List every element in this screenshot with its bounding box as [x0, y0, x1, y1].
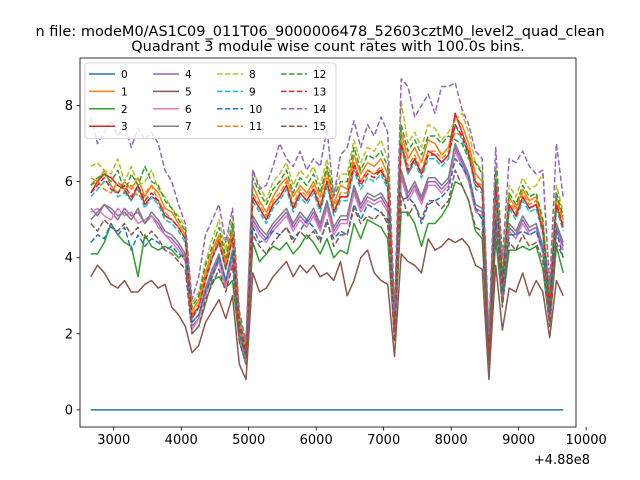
series-line-9 — [90, 123, 564, 354]
x-tick-label-3000: 3000 — [97, 433, 130, 448]
x-tick-label-4000: 4000 — [165, 433, 198, 448]
legend-label-3: 3 — [121, 121, 128, 133]
legend-label-13: 13 — [313, 86, 326, 98]
x-tick-label-8000: 8000 — [435, 433, 468, 448]
legend-label-0: 0 — [121, 69, 128, 81]
legend-label-12: 12 — [313, 69, 326, 81]
legend-label-4: 4 — [185, 69, 192, 81]
y-tick-label-8: 8 — [65, 99, 73, 114]
x-tick-label-6000: 6000 — [300, 433, 333, 448]
legend-label-8: 8 — [249, 69, 256, 81]
legend-label-11: 11 — [249, 121, 262, 133]
legend-label-5: 5 — [185, 86, 192, 98]
x-tick-label-5000: 5000 — [232, 433, 265, 448]
legend-label-1: 1 — [121, 86, 128, 98]
legend-label-2: 2 — [121, 104, 128, 116]
axes-frame — [79, 57, 577, 428]
series-line-13 — [90, 123, 564, 354]
legend-label-15: 15 — [313, 121, 326, 133]
legend-label-9: 9 — [249, 86, 256, 98]
figure-suptitle: n file: modeM0/AS1C09_011T06_9000006478_… — [35, 24, 604, 40]
series-line-5 — [90, 237, 564, 381]
x-tick-label-9000: 9000 — [502, 433, 535, 448]
series-line-14 — [90, 78, 564, 343]
x-offset-label: +4.88e8 — [534, 453, 590, 468]
legend-label-6: 6 — [185, 104, 192, 116]
series-layer — [90, 78, 564, 411]
chart-title: Quadrant 3 module wise count rates with … — [131, 39, 525, 55]
y-tick-label-4: 4 — [65, 251, 73, 266]
legend-label-10: 10 — [249, 104, 262, 116]
legend-label-14: 14 — [313, 104, 327, 116]
y-tick-label-6: 6 — [65, 175, 73, 190]
x-tick-label-7000: 7000 — [367, 433, 400, 448]
axes-layer: 3000 4000 5000 6000 7000 8000 9000 10000 0 2 4 6 8 +4… — [65, 57, 607, 468]
legend-label-7: 7 — [185, 121, 192, 133]
y-tick-label-2: 2 — [65, 327, 73, 342]
x-tick-label-10000: 10000 — [565, 433, 606, 448]
legend-box — [84, 62, 337, 139]
series-line-15 — [90, 169, 564, 365]
y-tick-label-0: 0 — [65, 403, 73, 418]
